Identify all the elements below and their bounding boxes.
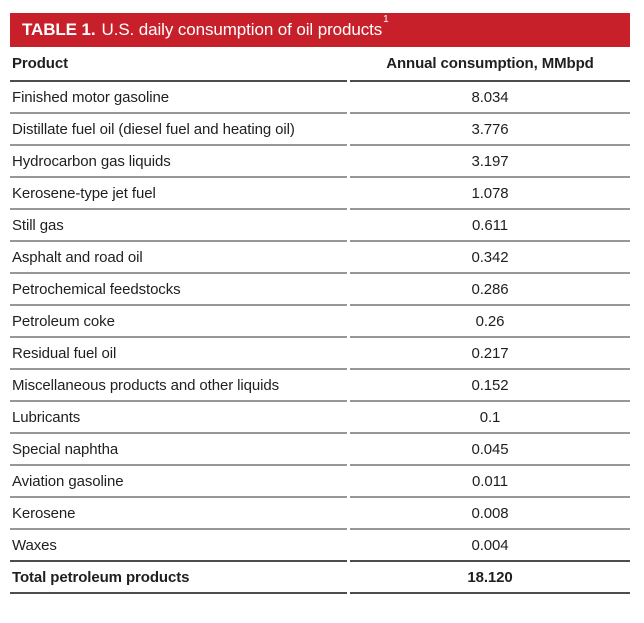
table-total-row: Total petroleum products 18.120 [10, 562, 630, 594]
table-row: Waxes 0.004 [10, 530, 630, 562]
product-name-cell: Petrochemical feedstocks [10, 274, 347, 306]
product-name-cell: Kerosene [10, 498, 347, 530]
consumption-value-cell: 0.045 [350, 434, 630, 466]
table-row: Miscellaneous products and other liquids… [10, 370, 630, 402]
table-row: Distillate fuel oil (diesel fuel and hea… [10, 114, 630, 146]
consumption-value-cell: 0.26 [350, 306, 630, 338]
consumption-value-cell: 0.1 [350, 402, 630, 434]
product-name-cell: Distillate fuel oil (diesel fuel and hea… [10, 114, 347, 146]
consumption-value-cell: 3.776 [350, 114, 630, 146]
oil-consumption-table: TABLE 1. U.S. daily consumption of oil p… [10, 13, 630, 594]
product-name-cell: Petroleum coke [10, 306, 347, 338]
product-name-cell: Hydrocarbon gas liquids [10, 146, 347, 178]
consumption-value-cell: 0.008 [350, 498, 630, 530]
table-row: Aviation gasoline 0.011 [10, 466, 630, 498]
product-name-cell: Waxes [10, 530, 347, 562]
product-name-cell: Still gas [10, 210, 347, 242]
table-row: Asphalt and road oil 0.342 [10, 242, 630, 274]
table-row: Hydrocarbon gas liquids 3.197 [10, 146, 630, 178]
product-name-cell: Lubricants [10, 402, 347, 434]
table-header-row: Product Annual consumption, MMbpd [10, 47, 630, 82]
table-title-footnote-marker: 1 [383, 14, 389, 26]
consumption-value-cell: 8.034 [350, 82, 630, 114]
table-row: Finished motor gasoline 8.034 [10, 82, 630, 114]
table-body: Finished motor gasoline 8.034 Distillate… [10, 82, 630, 562]
consumption-value-cell: 0.611 [350, 210, 630, 242]
product-name-cell: Kerosene-type jet fuel [10, 178, 347, 210]
consumption-value-cell: 0.342 [350, 242, 630, 274]
consumption-value-cell: 0.286 [350, 274, 630, 306]
consumption-value-cell: 0.004 [350, 530, 630, 562]
product-name-cell: Finished motor gasoline [10, 82, 347, 114]
table-title-text: U.S. daily consumption of oil products1 [101, 15, 389, 40]
column-header-product: Product [10, 47, 347, 82]
total-value-cell: 18.120 [350, 562, 630, 594]
product-name-cell: Special naphtha [10, 434, 347, 466]
table-row: Special naphtha 0.045 [10, 434, 630, 466]
table-number-label: TABLE 1. [22, 20, 96, 39]
table-row: Petrochemical feedstocks 0.286 [10, 274, 630, 306]
product-name-cell: Residual fuel oil [10, 338, 347, 370]
table-title-main: U.S. daily consumption of oil products [101, 20, 383, 39]
consumption-value-cell: 1.078 [350, 178, 630, 210]
table-row: Residual fuel oil 0.217 [10, 338, 630, 370]
table-row: Lubricants 0.1 [10, 402, 630, 434]
product-name-cell: Aviation gasoline [10, 466, 347, 498]
column-header-consumption: Annual consumption, MMbpd [350, 47, 630, 82]
table-row: Petroleum coke 0.26 [10, 306, 630, 338]
table-row: Kerosene 0.008 [10, 498, 630, 530]
table-row: Still gas 0.611 [10, 210, 630, 242]
table-row: Kerosene-type jet fuel 1.078 [10, 178, 630, 210]
table-title-bar: TABLE 1. U.S. daily consumption of oil p… [10, 13, 630, 47]
consumption-value-cell: 0.217 [350, 338, 630, 370]
total-label-cell: Total petroleum products [10, 562, 347, 594]
consumption-value-cell: 0.152 [350, 370, 630, 402]
product-name-cell: Miscellaneous products and other liquids [10, 370, 347, 402]
consumption-value-cell: 0.011 [350, 466, 630, 498]
product-name-cell: Asphalt and road oil [10, 242, 347, 274]
consumption-value-cell: 3.197 [350, 146, 630, 178]
